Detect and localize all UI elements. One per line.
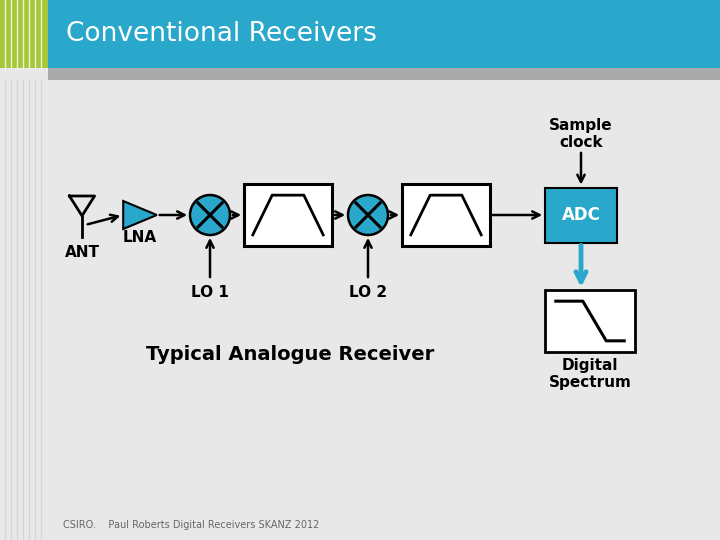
Bar — [545, 290, 635, 352]
Text: Digital
Spectrum: Digital Spectrum — [549, 358, 631, 390]
Bar — [0, 0, 48, 68]
Bar — [244, 184, 332, 246]
Circle shape — [190, 195, 230, 235]
Polygon shape — [123, 201, 157, 229]
Text: LO 1: LO 1 — [191, 285, 229, 300]
Bar — [48, 0, 720, 68]
Text: LNA: LNA — [123, 231, 157, 245]
Text: CSIRO.    Paul Roberts Digital Receivers SKANZ 2012: CSIRO. Paul Roberts Digital Receivers SK… — [63, 520, 320, 530]
Text: Conventional Receivers: Conventional Receivers — [66, 21, 377, 47]
Text: Typical Analogue Receiver: Typical Analogue Receiver — [146, 345, 434, 364]
Text: LO 2: LO 2 — [349, 285, 387, 300]
Text: ANT: ANT — [65, 245, 99, 260]
Circle shape — [348, 195, 388, 235]
Text: Sample
clock: Sample clock — [549, 118, 613, 151]
Bar — [48, 68, 720, 80]
Bar — [402, 184, 490, 246]
Text: ADC: ADC — [562, 206, 600, 224]
Bar — [545, 187, 617, 242]
